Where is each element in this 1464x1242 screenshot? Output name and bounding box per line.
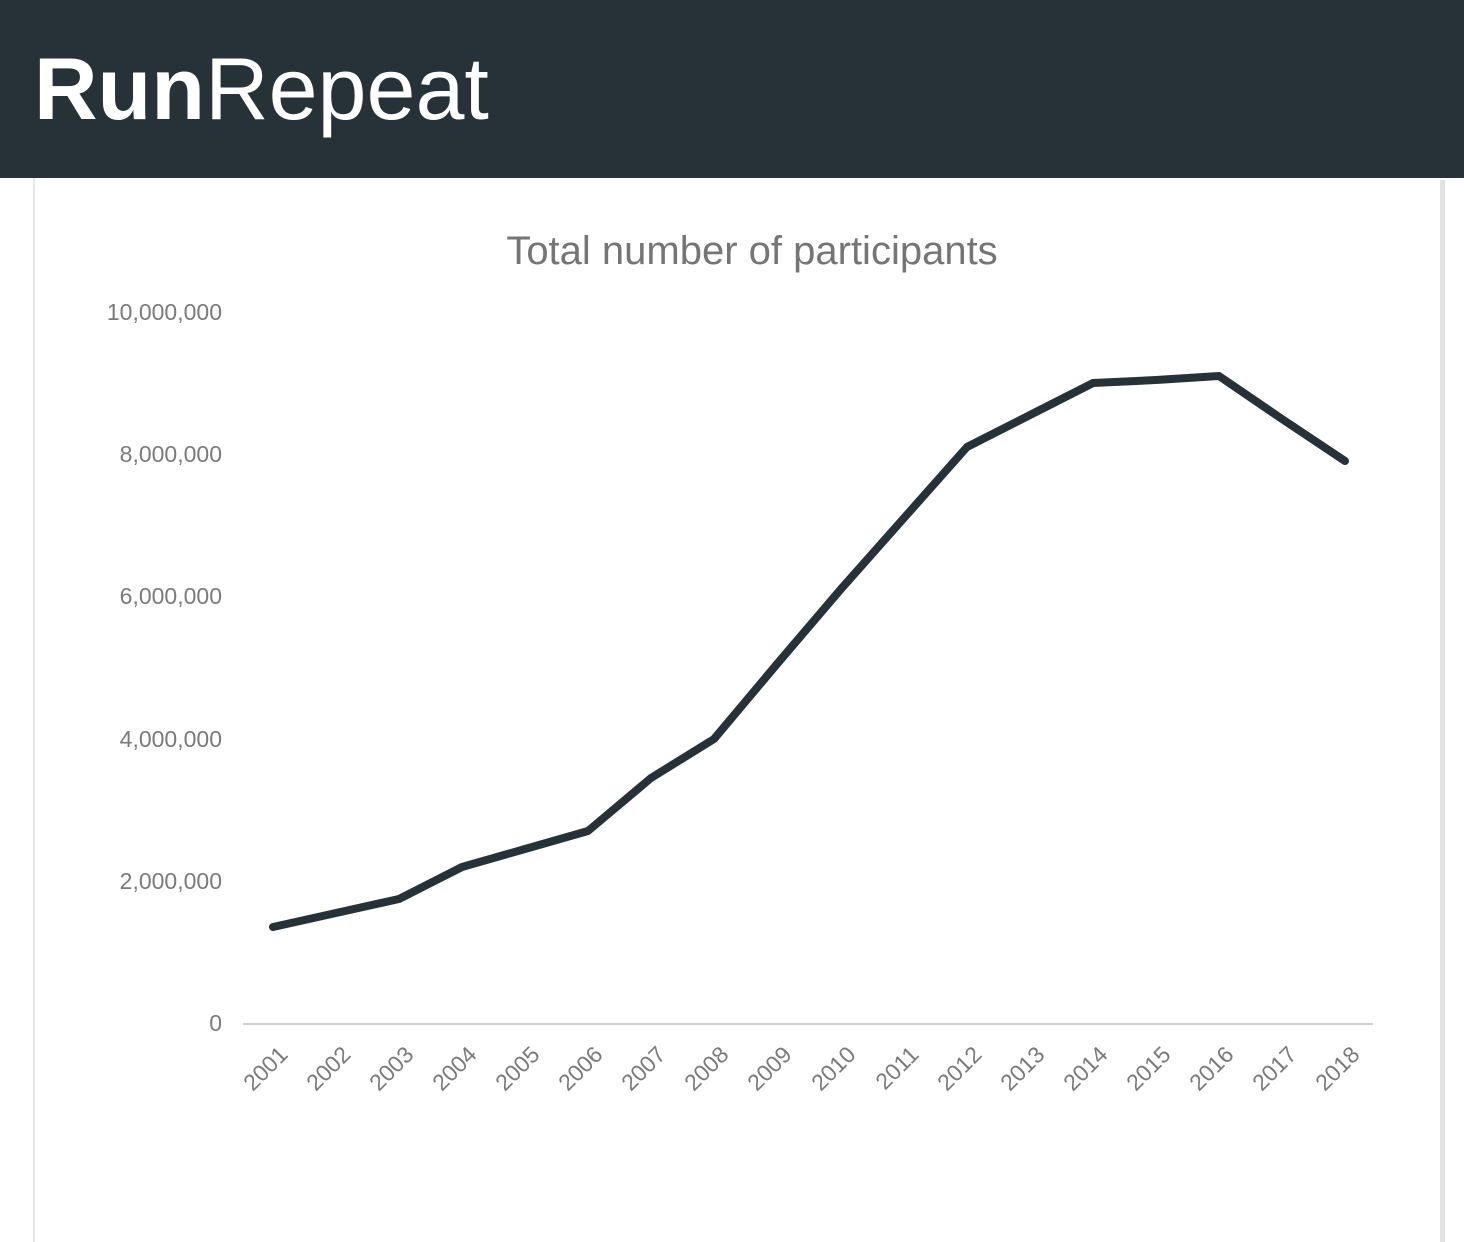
logo-repeat: Repeat	[205, 39, 489, 138]
x-axis-tick-label: 2017	[1247, 1041, 1302, 1096]
participants-line-chart: Total number of participants 0 2,000,000 4…	[107, 229, 1373, 1096]
x-axis-tick-label: 2002	[301, 1041, 356, 1096]
y-axis-tick-label: 6,000,000	[120, 583, 222, 609]
chart-panel: Total number of participants 0 2,000,000 4…	[0, 178, 1464, 1242]
x-axis-tick-label: 2010	[806, 1041, 861, 1096]
x-axis-tick-label: 2012	[932, 1041, 987, 1096]
x-axis-labels: 2001 2002 2003 2004 2005 2006 2007 2008 2009 2010…	[238, 1041, 1365, 1096]
x-axis-tick-label: 2003	[364, 1041, 419, 1096]
panel-left-border	[33, 178, 35, 1242]
runrepeat-logo: RunRepeat	[34, 45, 489, 133]
x-axis-tick-label: 2013	[995, 1041, 1050, 1096]
x-axis-tick-label: 2008	[679, 1041, 734, 1096]
x-axis-tick-label: 2001	[238, 1041, 293, 1096]
x-axis-tick-label: 2005	[490, 1041, 545, 1096]
x-axis-tick-label: 2018	[1310, 1041, 1365, 1096]
x-axis-tick-label: 2016	[1184, 1041, 1239, 1096]
series-line	[269, 372, 1349, 931]
x-axis-tick-label: 2004	[427, 1041, 482, 1096]
y-axis-tick-label: 4,000,000	[120, 726, 222, 752]
logo-run: Run	[34, 39, 206, 138]
y-axis-labels: 0 2,000,000 4,000,000 6,000,000 8,000,000 10,…	[107, 299, 222, 1036]
x-axis-tick-label: 2006	[553, 1041, 608, 1096]
chart-title: Total number of participants	[506, 229, 997, 273]
x-axis-tick-label: 2009	[742, 1041, 797, 1096]
x-axis-tick-label: 2007	[616, 1041, 671, 1096]
y-axis-tick-label: 2,000,000	[120, 868, 222, 894]
y-axis-tick-label: 8,000,000	[120, 441, 222, 467]
y-axis-tick-label: 0	[209, 1010, 222, 1036]
y-axis-tick-label: 10,000,000	[107, 299, 222, 325]
x-axis-tick-label: 2015	[1121, 1041, 1176, 1096]
x-axis-tick-label: 2014	[1058, 1041, 1113, 1096]
x-axis-tick-label: 2011	[870, 1041, 923, 1094]
header: RunRepeat	[0, 0, 1464, 178]
panel-scrollbar[interactable]	[1440, 180, 1445, 1242]
